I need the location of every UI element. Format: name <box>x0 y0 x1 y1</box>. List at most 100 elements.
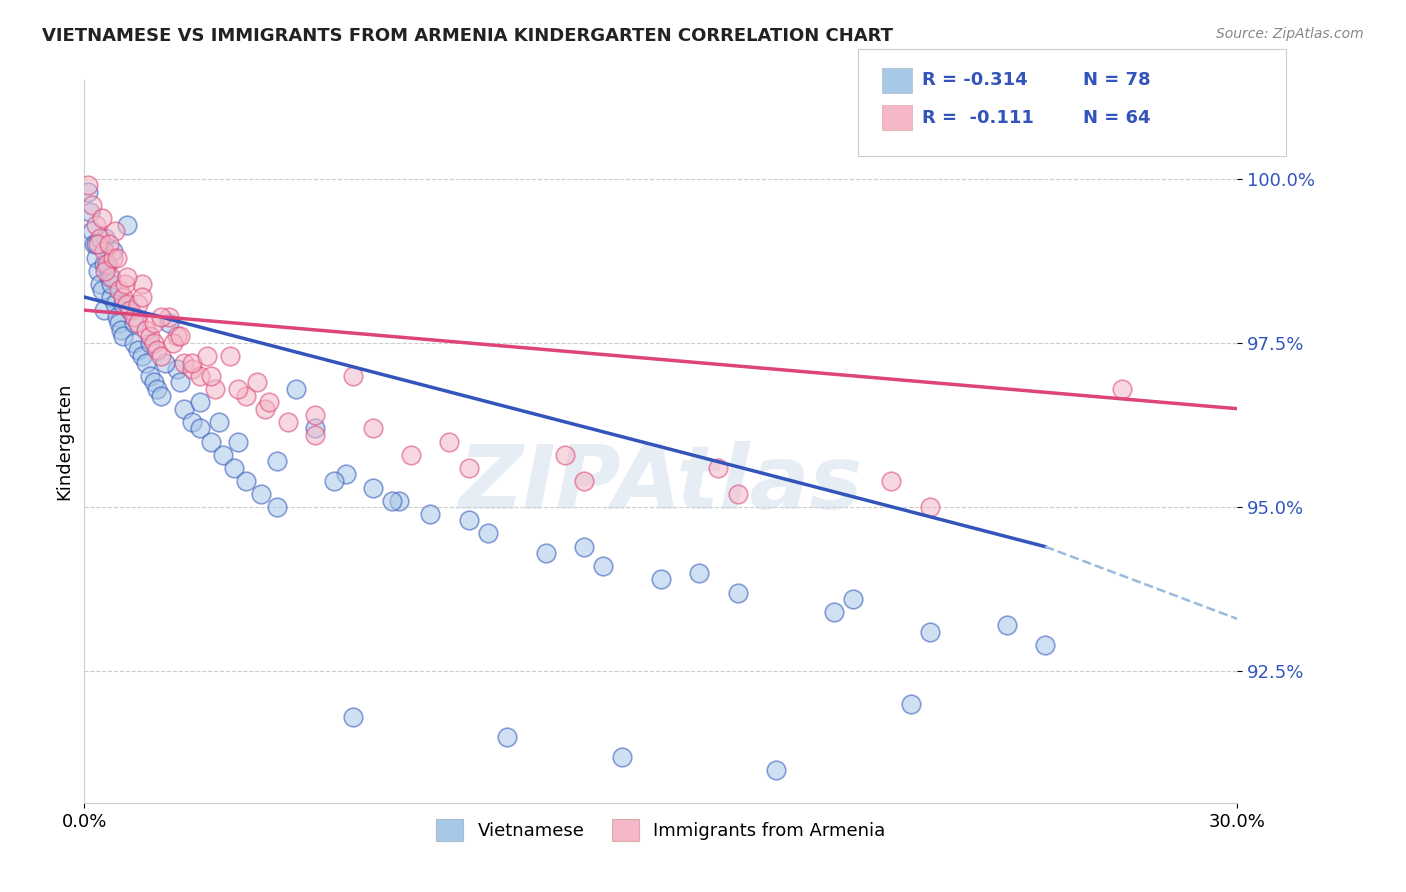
Point <box>304 421 326 435</box>
Point <box>169 376 191 390</box>
Point <box>277 415 299 429</box>
Point <box>419 507 441 521</box>
Point <box>1033 638 1056 652</box>
Point <box>157 316 180 330</box>
Point <box>880 474 903 488</box>
Text: R =  -0.111: R = -0.111 <box>922 109 1035 127</box>
Point <box>100 270 122 285</box>
Point <box>89 277 111 291</box>
Point <box>823 605 845 619</box>
Point <box>103 251 124 265</box>
Point <box>146 343 169 357</box>
Point <box>284 382 307 396</box>
Point <box>169 329 191 343</box>
Point <box>727 585 749 599</box>
Legend: Vietnamese, Immigrants from Armenia: Vietnamese, Immigrants from Armenia <box>429 812 893 848</box>
Point <box>323 474 346 488</box>
Point <box>188 395 211 409</box>
Point <box>304 409 326 423</box>
Text: N = 64: N = 64 <box>1083 109 1150 127</box>
Point <box>87 237 110 252</box>
Point <box>150 349 173 363</box>
Text: Source: ZipAtlas.com: Source: ZipAtlas.com <box>1216 27 1364 41</box>
Point <box>93 303 115 318</box>
Point <box>188 421 211 435</box>
Point <box>727 487 749 501</box>
Point <box>496 730 519 744</box>
Point <box>124 316 146 330</box>
Point <box>900 698 922 712</box>
Point <box>457 513 479 527</box>
Point <box>77 185 100 199</box>
Point <box>111 296 134 310</box>
Point <box>103 244 124 258</box>
Text: ZIPAtlas: ZIPAtlas <box>458 442 863 528</box>
Point <box>77 178 100 193</box>
Point <box>224 460 246 475</box>
Point <box>572 474 595 488</box>
Point <box>146 382 169 396</box>
Point <box>765 763 787 777</box>
Point <box>181 362 204 376</box>
Point <box>84 251 107 265</box>
Text: VIETNAMESE VS IMMIGRANTS FROM ARMENIA KINDERGARTEN CORRELATION CHART: VIETNAMESE VS IMMIGRANTS FROM ARMENIA KI… <box>42 27 893 45</box>
Point <box>995 618 1018 632</box>
Point <box>111 329 134 343</box>
Point <box>572 540 595 554</box>
Point <box>253 401 276 416</box>
Point <box>90 211 112 226</box>
Point <box>157 310 180 324</box>
Point <box>195 349 218 363</box>
Point <box>84 218 107 232</box>
Point <box>173 401 195 416</box>
Point <box>108 284 131 298</box>
Point <box>124 336 146 351</box>
Point <box>842 592 865 607</box>
Point <box>226 382 249 396</box>
Point <box>250 487 273 501</box>
Point <box>120 303 142 318</box>
Point <box>96 257 118 271</box>
Point <box>84 237 107 252</box>
Point <box>166 362 188 376</box>
Point <box>477 526 499 541</box>
Point <box>79 204 101 219</box>
Point <box>361 421 384 435</box>
Point <box>100 290 122 304</box>
Y-axis label: Kindergarten: Kindergarten <box>55 383 73 500</box>
Point <box>335 467 357 482</box>
Point <box>105 251 128 265</box>
Point <box>534 546 557 560</box>
Point <box>166 329 188 343</box>
Point <box>342 710 364 724</box>
Point <box>89 231 111 245</box>
Point <box>138 336 160 351</box>
Point <box>918 625 941 640</box>
Point <box>246 376 269 390</box>
Point <box>200 368 222 383</box>
Point <box>219 349 242 363</box>
Point <box>388 493 411 508</box>
Point <box>208 415 231 429</box>
Text: N = 78: N = 78 <box>1083 71 1150 89</box>
Point <box>150 310 173 324</box>
Point <box>181 415 204 429</box>
Point <box>87 264 110 278</box>
Point <box>131 349 153 363</box>
Point <box>111 290 134 304</box>
Point <box>96 257 118 271</box>
Point <box>127 343 149 357</box>
Point <box>120 303 142 318</box>
Point <box>153 356 176 370</box>
Point <box>1111 382 1133 396</box>
Point <box>266 454 288 468</box>
Point <box>257 395 280 409</box>
Point <box>80 224 103 238</box>
Point <box>138 329 160 343</box>
Point <box>104 224 127 238</box>
Point <box>439 434 461 449</box>
Point <box>235 388 257 402</box>
Point <box>98 270 121 285</box>
Point <box>110 323 132 337</box>
Point <box>204 382 226 396</box>
